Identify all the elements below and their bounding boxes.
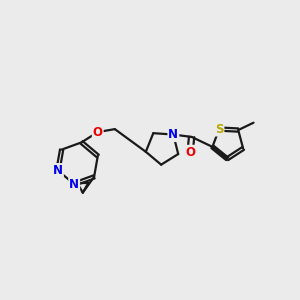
- Text: N: N: [53, 164, 63, 177]
- Text: O: O: [93, 126, 103, 139]
- Text: N: N: [168, 128, 178, 141]
- Text: O: O: [185, 146, 195, 159]
- Text: S: S: [215, 123, 224, 136]
- Text: N: N: [69, 178, 79, 190]
